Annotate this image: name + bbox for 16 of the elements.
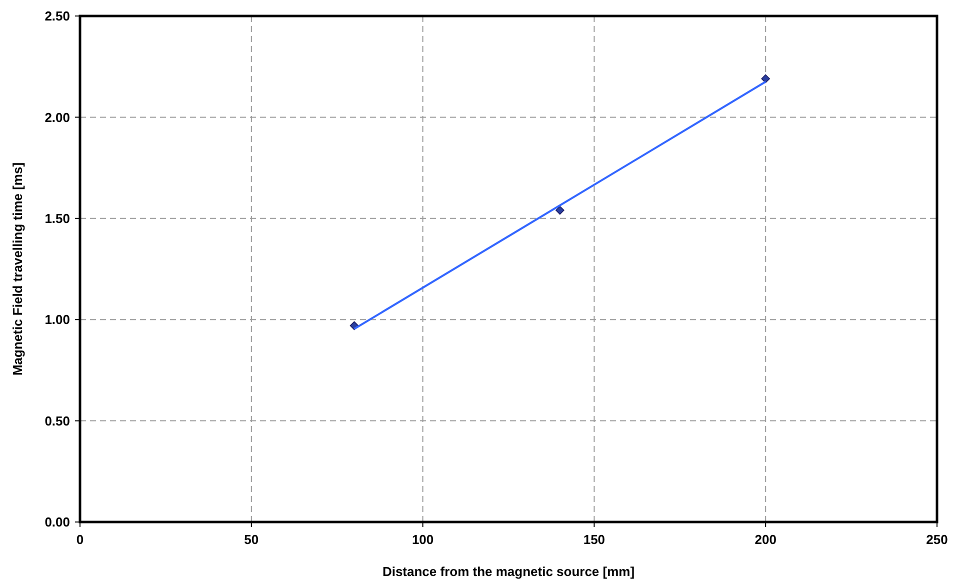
point xyxy=(556,206,564,215)
x-tick-label: 100 xyxy=(412,532,434,547)
x-tick-label: 250 xyxy=(926,532,948,547)
x-axis-title: Distance from the magnetic source [mm] xyxy=(382,564,635,579)
y-tick-label: 2.50 xyxy=(44,8,70,24)
x-tick-label: 0 xyxy=(76,532,84,547)
y-tick-label: 0.00 xyxy=(44,514,70,530)
y-axis-title: Magnetic Field travelling time [ms] xyxy=(10,162,25,376)
y-tick-label: 0.50 xyxy=(44,413,70,428)
y-tick-label: 2.00 xyxy=(44,110,70,125)
y-tick-label: 1.00 xyxy=(44,312,70,328)
x-tick-label: 200 xyxy=(754,532,776,547)
x-tick-label: 150 xyxy=(583,532,606,547)
point xyxy=(761,74,770,84)
x-tick-label: 50 xyxy=(244,532,259,547)
y-tick-label: 1.50 xyxy=(44,210,70,226)
